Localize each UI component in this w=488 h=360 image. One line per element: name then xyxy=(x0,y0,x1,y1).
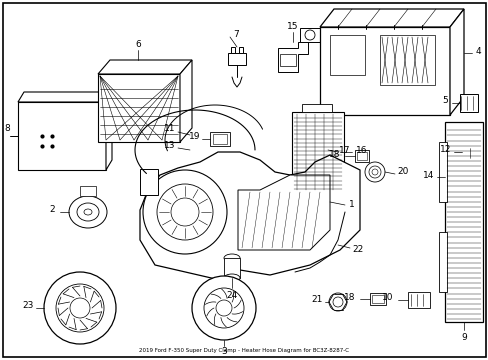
Bar xyxy=(80,186,96,196)
Bar xyxy=(369,293,385,305)
Circle shape xyxy=(328,293,346,311)
Polygon shape xyxy=(278,42,307,72)
Text: 21: 21 xyxy=(311,296,322,305)
Text: 2019 Ford F-350 Super Duty Clamp - Heater Hose Diagram for BC3Z-8287-C: 2019 Ford F-350 Super Duty Clamp - Heate… xyxy=(139,348,348,353)
Ellipse shape xyxy=(224,274,240,282)
Bar xyxy=(438,142,446,202)
Text: 6: 6 xyxy=(135,40,141,49)
Text: 2: 2 xyxy=(49,204,55,213)
Polygon shape xyxy=(98,60,192,74)
Bar xyxy=(224,258,240,278)
Bar xyxy=(379,35,434,85)
Text: 1: 1 xyxy=(348,199,354,208)
Circle shape xyxy=(56,284,104,332)
Bar xyxy=(356,152,366,160)
Circle shape xyxy=(332,297,342,307)
Text: 12: 12 xyxy=(439,144,451,153)
Polygon shape xyxy=(461,142,477,162)
Text: 3: 3 xyxy=(221,346,226,356)
Circle shape xyxy=(203,288,244,328)
Circle shape xyxy=(192,276,256,340)
Polygon shape xyxy=(180,60,192,142)
Ellipse shape xyxy=(224,254,240,262)
Polygon shape xyxy=(18,92,112,102)
Text: 19: 19 xyxy=(189,131,201,140)
Bar xyxy=(140,169,158,195)
Polygon shape xyxy=(319,9,463,27)
Text: 18: 18 xyxy=(344,292,355,302)
Polygon shape xyxy=(449,9,463,115)
Ellipse shape xyxy=(77,203,99,221)
Text: 10: 10 xyxy=(382,293,393,302)
Polygon shape xyxy=(238,175,329,250)
Text: 24: 24 xyxy=(226,291,237,300)
Circle shape xyxy=(364,162,384,182)
Bar xyxy=(438,232,446,292)
Bar xyxy=(280,54,295,66)
Bar xyxy=(407,292,429,308)
Bar xyxy=(213,134,226,144)
Text: 5: 5 xyxy=(441,95,447,104)
Bar xyxy=(302,104,331,112)
Polygon shape xyxy=(106,92,112,170)
Circle shape xyxy=(157,184,213,240)
Bar xyxy=(98,74,180,142)
Bar xyxy=(291,112,343,192)
Text: 18: 18 xyxy=(328,149,340,158)
Circle shape xyxy=(312,149,318,155)
Text: 13: 13 xyxy=(164,140,175,149)
Bar xyxy=(230,47,235,53)
Circle shape xyxy=(142,170,226,254)
Bar xyxy=(354,150,368,162)
Text: 7: 7 xyxy=(233,30,238,39)
Bar xyxy=(371,295,383,303)
Text: 9: 9 xyxy=(460,333,466,342)
Text: 14: 14 xyxy=(423,171,434,180)
Bar xyxy=(444,122,482,322)
Circle shape xyxy=(216,300,231,316)
Text: 15: 15 xyxy=(286,22,298,31)
Circle shape xyxy=(44,272,116,344)
Text: 22: 22 xyxy=(352,246,363,255)
Bar xyxy=(239,47,243,53)
Text: 11: 11 xyxy=(164,123,175,132)
Circle shape xyxy=(171,198,199,226)
Polygon shape xyxy=(309,145,327,155)
Text: 23: 23 xyxy=(22,301,34,310)
Polygon shape xyxy=(447,182,455,188)
Ellipse shape xyxy=(69,196,107,228)
Circle shape xyxy=(305,30,314,40)
Text: 4: 4 xyxy=(474,46,480,55)
Bar xyxy=(329,35,364,75)
Text: 8: 8 xyxy=(4,123,10,132)
Ellipse shape xyxy=(84,209,92,215)
Bar xyxy=(18,102,106,170)
Text: 16: 16 xyxy=(356,145,367,154)
Bar xyxy=(319,27,449,115)
Circle shape xyxy=(70,298,90,318)
Bar xyxy=(299,28,319,42)
Bar xyxy=(459,94,477,112)
Bar xyxy=(209,132,229,146)
Bar xyxy=(227,53,245,65)
Circle shape xyxy=(371,169,377,175)
Text: 20: 20 xyxy=(397,166,408,176)
Polygon shape xyxy=(140,152,359,280)
Circle shape xyxy=(368,166,380,178)
Text: 17: 17 xyxy=(339,145,350,154)
Bar xyxy=(444,172,458,182)
